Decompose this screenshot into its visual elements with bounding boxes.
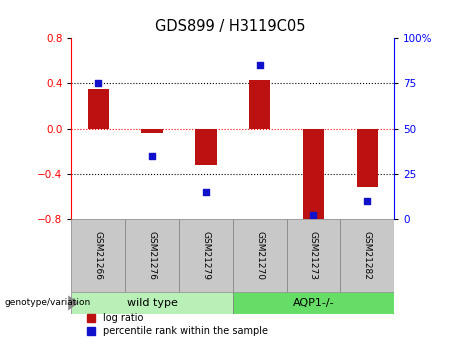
Bar <box>125 219 179 292</box>
Text: GDS899 / H3119C05: GDS899 / H3119C05 <box>155 19 306 34</box>
Point <box>364 198 371 204</box>
Bar <box>303 128 324 219</box>
Bar <box>71 292 233 314</box>
Point <box>148 153 156 158</box>
Bar <box>233 292 394 314</box>
Bar <box>356 128 378 187</box>
Text: GSM21266: GSM21266 <box>94 231 103 280</box>
Text: GSM21270: GSM21270 <box>255 231 264 280</box>
Bar <box>195 128 217 165</box>
Text: GSM21282: GSM21282 <box>363 231 372 280</box>
Legend: log ratio, percentile rank within the sample: log ratio, percentile rank within the sa… <box>83 309 272 340</box>
Text: GSM21276: GSM21276 <box>148 231 157 280</box>
Text: GSM21279: GSM21279 <box>201 231 210 280</box>
Bar <box>233 219 287 292</box>
Bar <box>179 219 233 292</box>
Point <box>256 62 263 68</box>
Text: GSM21273: GSM21273 <box>309 231 318 280</box>
Bar <box>340 219 394 292</box>
Bar <box>142 128 163 133</box>
Point <box>310 213 317 218</box>
Text: genotype/variation: genotype/variation <box>5 298 91 307</box>
Point <box>202 189 210 195</box>
Bar <box>249 80 271 128</box>
Point <box>95 80 102 86</box>
Bar <box>71 219 125 292</box>
Polygon shape <box>68 295 78 310</box>
Text: wild type: wild type <box>127 298 177 308</box>
Text: AQP1-/-: AQP1-/- <box>293 298 334 308</box>
Bar <box>88 89 109 128</box>
Bar <box>287 219 340 292</box>
